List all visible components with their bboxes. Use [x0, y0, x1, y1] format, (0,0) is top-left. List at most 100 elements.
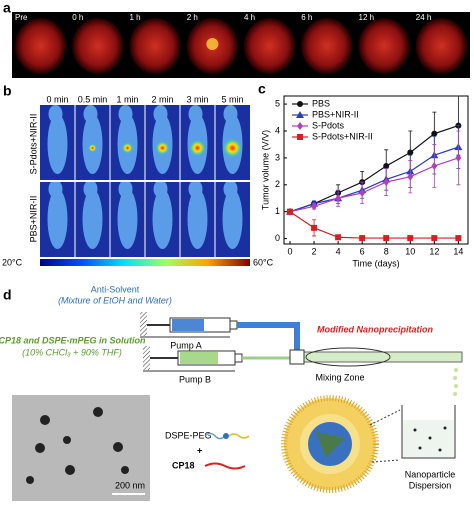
- scale-bar-label: 200 nm: [115, 480, 145, 490]
- plot-frame: [283, 95, 469, 245]
- tem-image: [12, 395, 150, 501]
- marker: [431, 161, 438, 170]
- mouse-head: [118, 105, 133, 123]
- time-label: 5 min: [221, 94, 243, 104]
- panel-label: d: [3, 287, 12, 303]
- x-tick-label: 0: [288, 246, 293, 256]
- mouse: [82, 189, 103, 249]
- text: Dispersion: [409, 480, 452, 490]
- hot-spot: [155, 141, 170, 155]
- mouse: [187, 189, 208, 249]
- marker: [335, 194, 342, 203]
- legend-label: PBS: [312, 98, 330, 108]
- pump-b: [143, 346, 291, 372]
- y-tick-label: 1: [275, 206, 280, 216]
- marker: [287, 208, 294, 215]
- tumor-image: [358, 18, 410, 74]
- x-tick-label: 8: [384, 246, 389, 256]
- marker: [407, 172, 414, 181]
- hot-spot: [206, 38, 219, 50]
- text: CP18: [172, 460, 195, 470]
- legend-marker: [296, 111, 304, 118]
- marker: [431, 235, 438, 242]
- mouse-head: [188, 105, 203, 123]
- marker: [407, 235, 414, 242]
- hot-spot: [88, 143, 97, 153]
- molecule: [204, 432, 250, 470]
- time-label: 0 min: [46, 94, 68, 104]
- mouse-head: [118, 180, 133, 198]
- y-tick-label: 2: [275, 179, 280, 189]
- mouse-head: [83, 180, 98, 198]
- series-line: [289, 146, 459, 213]
- hot-spot: [189, 139, 206, 157]
- mouse-head: [223, 105, 238, 123]
- x-axis-label: Time (days): [352, 258, 399, 268]
- text: Mixing Zone: [315, 372, 364, 382]
- text: (10% CHCl₃ + 90% THF): [22, 347, 122, 357]
- panel-label: b: [3, 83, 12, 99]
- time-label: 12 h: [359, 13, 375, 22]
- mouse: [152, 189, 173, 249]
- time-label: 0 h: [72, 13, 83, 22]
- time-label: 1 h: [130, 13, 141, 22]
- marker: [431, 130, 438, 137]
- beaker: [401, 405, 456, 459]
- marker: [311, 224, 318, 231]
- y-tick-label: 3: [275, 152, 280, 162]
- y-tick-label: 5: [275, 98, 280, 108]
- y-tick-label: 4: [275, 125, 280, 135]
- text: CP18 and DSPE-mPEG in Solution: [0, 335, 146, 345]
- time-label: 6 h: [301, 13, 312, 22]
- panel-label: a: [3, 0, 11, 16]
- legend-label: S-Pdots+NIR-II: [312, 131, 373, 141]
- x-tick-label: 14: [453, 246, 463, 256]
- x-tick-label: 12: [429, 246, 439, 256]
- x-tick-label: 10: [405, 246, 415, 256]
- x-tick-label: 6: [360, 246, 365, 256]
- mouse-head: [153, 105, 168, 123]
- time-label: 3 min: [186, 94, 208, 104]
- marker: [359, 188, 366, 197]
- legend-label: S-Pdots: [312, 120, 345, 130]
- time-label: 2 h: [187, 13, 198, 22]
- legend-marker: [297, 122, 303, 130]
- time-label: 4 h: [244, 13, 255, 22]
- marker: [455, 153, 462, 162]
- x-tick-label: 2: [312, 246, 317, 256]
- text: Pump B: [179, 374, 211, 384]
- row-label: S-Pdots+NIR-II: [28, 114, 38, 175]
- marker: [335, 234, 342, 241]
- mouse: [47, 189, 68, 249]
- tumor-image: [244, 18, 296, 74]
- time-label: 1 min: [116, 94, 138, 104]
- row-label: PBS+NIR-II: [28, 196, 38, 243]
- scale-max: 60°C: [253, 257, 274, 267]
- mouse: [47, 114, 68, 174]
- y-tick-label: 0: [275, 233, 280, 243]
- text: Modified Nanoprecipitation: [317, 324, 434, 334]
- marker: [407, 149, 414, 156]
- mouse-head: [188, 180, 203, 198]
- color-bar: [40, 259, 250, 266]
- time-label: 2 min: [151, 94, 173, 104]
- series-line: [289, 211, 459, 239]
- x-tick-label: 4: [336, 246, 341, 256]
- text: +: [197, 445, 202, 455]
- tumor-image: [15, 18, 67, 74]
- mouse: [117, 189, 138, 249]
- text: DSPE-PEG: [165, 430, 212, 440]
- mixing-tube: [289, 347, 463, 396]
- marker: [383, 162, 390, 169]
- mouse: [222, 189, 243, 249]
- mouse-head: [83, 105, 98, 123]
- marker: [311, 202, 318, 211]
- marker: [383, 178, 390, 187]
- panel-label: c: [258, 81, 266, 97]
- marker: [359, 235, 366, 242]
- tumor-image: [301, 18, 353, 74]
- text: Anti-Solvent: [91, 284, 140, 294]
- scale-min: 20°C: [2, 257, 23, 267]
